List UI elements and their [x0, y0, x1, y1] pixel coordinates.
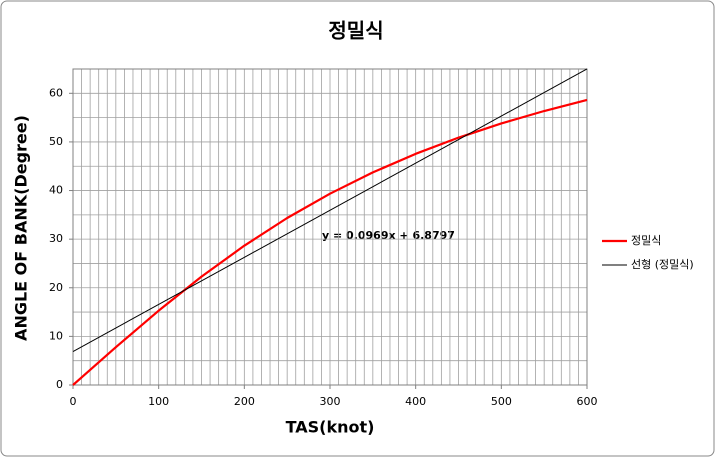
y-axis-label: ANGLE OF BANK(Degree) — [12, 115, 31, 341]
x-tick-label: 400 — [405, 395, 426, 408]
y-tick-label: 60 — [49, 86, 63, 99]
x-axis-label: TAS(knot) — [286, 418, 375, 437]
x-tick-label: 0 — [70, 395, 77, 408]
y-tick-label: 20 — [49, 281, 63, 294]
legend-label: 정밀식 — [631, 234, 661, 247]
y-tick-label: 0 — [56, 378, 63, 391]
trendline-equation: y = 0.0969x + 6.8797 — [322, 229, 455, 242]
y-tick-label: 50 — [49, 135, 63, 148]
y-tick-label: 10 — [49, 329, 63, 342]
x-tick-label: 200 — [234, 395, 255, 408]
y-tick-label: 40 — [49, 184, 63, 197]
x-tick-label: 100 — [148, 395, 169, 408]
x-tick-label: 300 — [320, 395, 341, 408]
chart-title: 정밀식 — [328, 19, 383, 43]
series-line — [72, 68, 588, 352]
x-tick-label: 500 — [491, 395, 512, 408]
y-tick-label: 30 — [49, 232, 63, 245]
legend-label: 선형 (정밀식) — [631, 258, 694, 271]
x-tick-label: 600 — [577, 395, 598, 408]
series-line — [72, 98, 588, 386]
